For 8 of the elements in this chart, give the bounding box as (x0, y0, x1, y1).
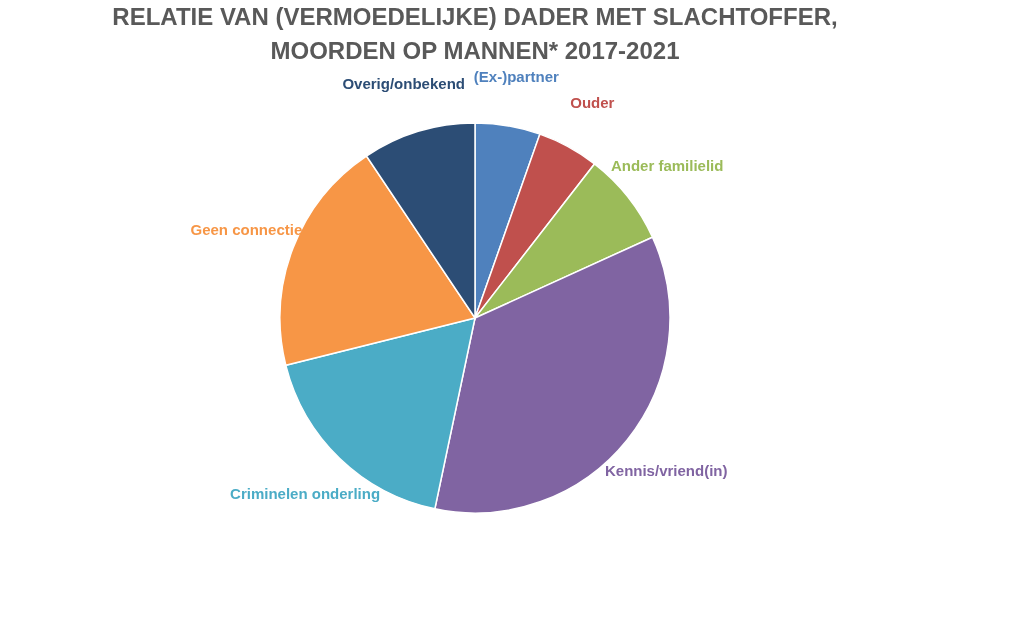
slice-label: Ouder (570, 93, 615, 111)
chart-title: RELATIE VAN (VERMOEDELIJKE) DADER MET SLACHTOFFER, MOORDEN OP MANNEN* 2017-2021 (112, 2, 838, 64)
slice-label: Ander familielid (610, 157, 724, 175)
slice-label: (Ex-)partner (473, 67, 560, 85)
slice-label: Criminelen onderling (230, 485, 381, 503)
slice-label: Overig/onbekend (342, 74, 465, 92)
slice-label: Kennis/vriend(in) (604, 462, 728, 480)
slice-label: Geen connectie (190, 220, 303, 238)
